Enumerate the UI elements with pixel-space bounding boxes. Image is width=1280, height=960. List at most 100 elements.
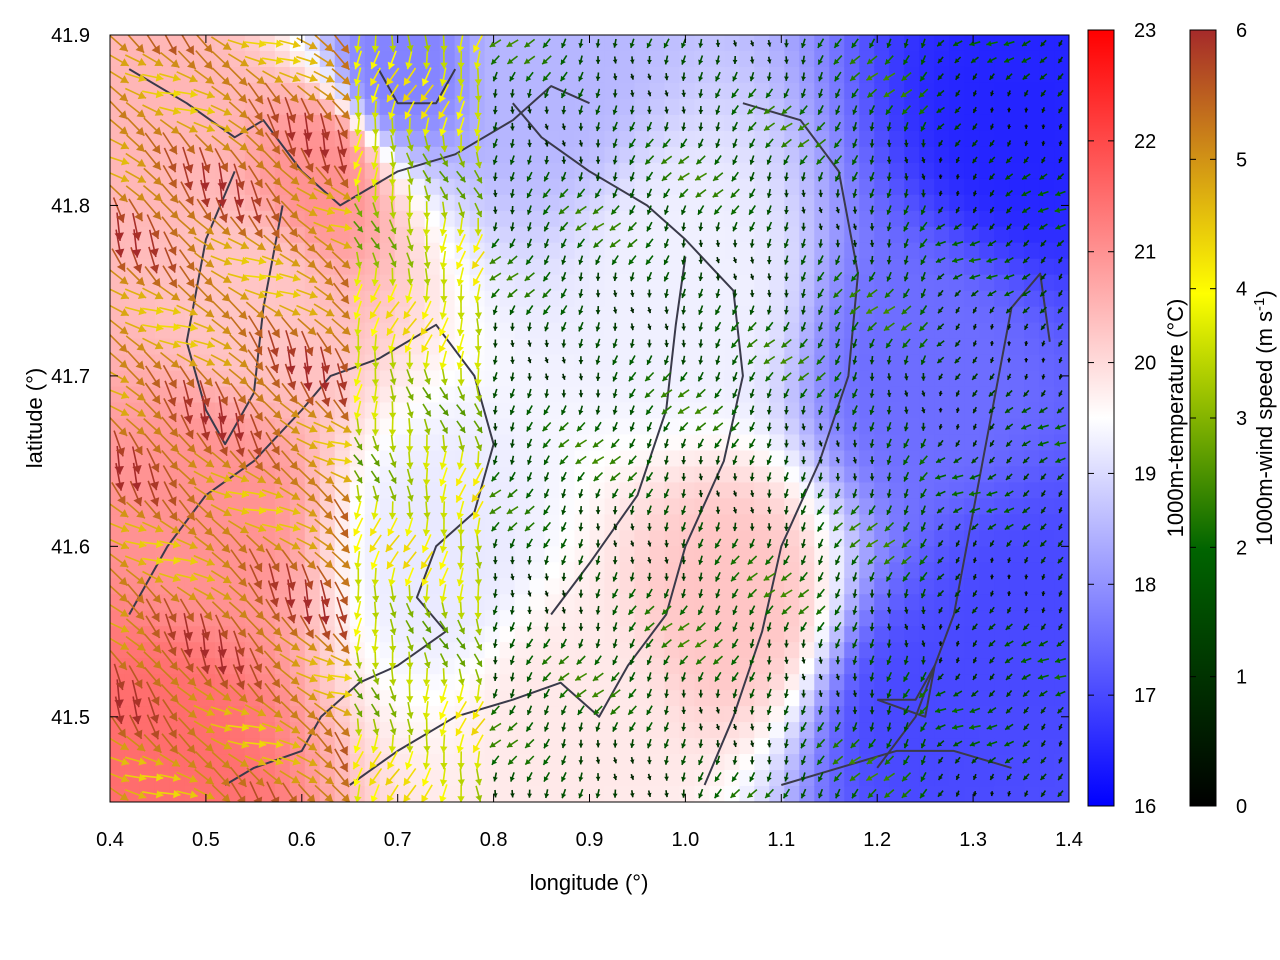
heat-cell (889, 162, 905, 180)
heat-cell (529, 386, 546, 404)
heat-cell (964, 306, 980, 324)
heat-cell (169, 562, 186, 579)
heat-cell (1054, 450, 1069, 468)
heat-cell (799, 226, 815, 244)
heat-cell (979, 370, 995, 388)
heat-cell (169, 466, 186, 484)
heat-cell (844, 706, 860, 723)
heat-cell (559, 98, 576, 116)
heat-cell (1009, 274, 1025, 292)
heat-cell (214, 530, 231, 547)
heat-cell (934, 610, 950, 627)
heat-cell (964, 578, 980, 595)
heat-cell (754, 434, 770, 452)
heat-cell (634, 98, 651, 116)
heat-cell (589, 194, 606, 212)
heat-cell (874, 322, 890, 340)
heat-cell (1009, 146, 1025, 164)
heat-cell (484, 658, 501, 675)
heat-cell (904, 66, 920, 84)
heat-cell (304, 530, 321, 547)
heat-cell (919, 434, 935, 452)
heat-cell (1054, 498, 1069, 515)
heat-cell (484, 322, 501, 340)
heat-cell (1054, 546, 1069, 563)
heat-cell (934, 498, 950, 515)
heat-cell (874, 146, 890, 164)
heat-cell (694, 146, 710, 164)
heat-cell (394, 642, 411, 659)
heat-cell (229, 130, 246, 148)
heat-cell (604, 546, 621, 563)
heat-cell (259, 434, 276, 452)
heat-cell (859, 322, 875, 340)
heat-cell (154, 498, 171, 515)
heat-cell (514, 338, 531, 356)
heat-cell (214, 146, 231, 164)
heat-cell (484, 386, 501, 404)
heat-cell (634, 434, 651, 452)
heat-cell (529, 530, 546, 547)
heat-cell (259, 386, 276, 404)
heat-cell (769, 706, 785, 723)
heat-cell (604, 98, 621, 116)
heat-cell (394, 498, 411, 515)
heat-cell (1039, 466, 1055, 484)
heat-cell (874, 82, 890, 100)
heat-cell (769, 258, 785, 276)
heat-cell (874, 450, 890, 468)
heat-cell (199, 562, 216, 579)
heat-cell (634, 674, 651, 691)
heat-cell (934, 290, 950, 308)
heat-cell (110, 306, 126, 324)
heat-cell (919, 610, 935, 627)
heat-cell (964, 658, 980, 675)
heat-cell (1009, 626, 1025, 643)
heat-cell (934, 738, 950, 755)
heat-cell (694, 354, 710, 372)
heat-cell (124, 146, 141, 164)
heat-cell (679, 114, 695, 132)
heat-cell (1039, 594, 1055, 611)
heat-cell (529, 146, 546, 164)
heat-cell (154, 562, 171, 579)
heat-cell (1009, 482, 1025, 499)
heat-cell (769, 226, 785, 244)
heat-cell (649, 690, 666, 707)
heat-cell (754, 722, 770, 739)
heat-cell (199, 130, 216, 148)
heat-cell (844, 146, 860, 164)
heat-cell (889, 658, 905, 675)
heat-cell (769, 642, 785, 659)
heat-cell (649, 322, 666, 340)
heat-cell (964, 322, 980, 340)
heat-cell (1009, 258, 1025, 276)
heat-cell (709, 690, 725, 707)
heat-cell (1009, 674, 1025, 691)
heat-cell (259, 466, 276, 484)
heat-cell (1039, 130, 1055, 148)
heat-cell (649, 35, 666, 52)
heat-cell (754, 482, 770, 499)
heat-cell (334, 226, 351, 244)
heat-cell (1009, 770, 1025, 787)
heat-cell (724, 258, 740, 276)
heat-cell (604, 274, 621, 292)
heat-cell (604, 66, 621, 84)
heat-cell (844, 114, 860, 132)
heat-cell (634, 322, 651, 340)
heat-cell (634, 338, 651, 356)
heat-cell (964, 722, 980, 739)
heat-cell (334, 498, 351, 515)
heat-cell (559, 594, 576, 611)
heat-cell (619, 210, 636, 228)
heat-cell (724, 610, 740, 627)
heat-cell (229, 306, 246, 324)
heat-cell (889, 386, 905, 404)
heat-cell (709, 562, 725, 579)
heat-cell (694, 322, 710, 340)
heat-cell (1009, 738, 1025, 755)
heat-cell (964, 194, 980, 212)
heat-cell (1009, 370, 1025, 388)
heat-cell (784, 130, 800, 148)
